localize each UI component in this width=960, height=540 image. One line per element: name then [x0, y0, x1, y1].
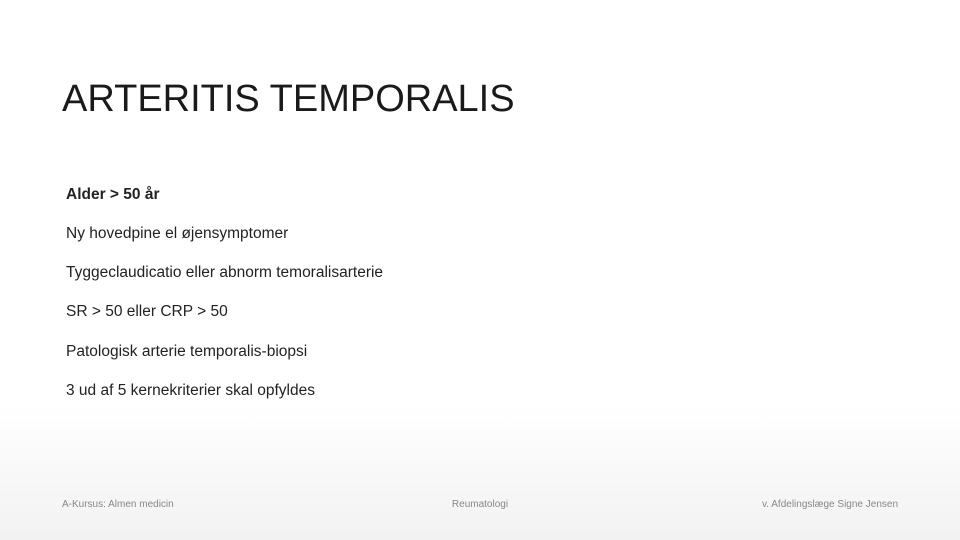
footer-left: A-Kursus: Almen medicin [62, 499, 174, 510]
list-item: Ny hovedpine el øjensymptomer [66, 224, 900, 244]
list-item: Tyggeclaudicatio eller abnorm temoralisa… [66, 263, 900, 283]
list-item: Alder > 50 år [66, 185, 900, 205]
criteria-list: Alder > 50 år Ny hovedpine el øjensympto… [66, 185, 900, 420]
list-item: Patologisk arterie temporalis-biopsi [66, 342, 900, 362]
footer-right: v. Afdelingslæge Signe Jensen [762, 499, 898, 510]
list-item: SR > 50 eller CRP > 50 [66, 302, 900, 322]
slide-title: ARTERITIS TEMPORALIS [62, 78, 515, 121]
list-item: 3 ud af 5 kernekriterier skal opfyldes [66, 381, 900, 401]
slide: ARTERITIS TEMPORALIS Alder > 50 år Ny ho… [0, 0, 960, 540]
slide-footer: A-Kursus: Almen medicin Reumatologi v. A… [0, 499, 960, 510]
